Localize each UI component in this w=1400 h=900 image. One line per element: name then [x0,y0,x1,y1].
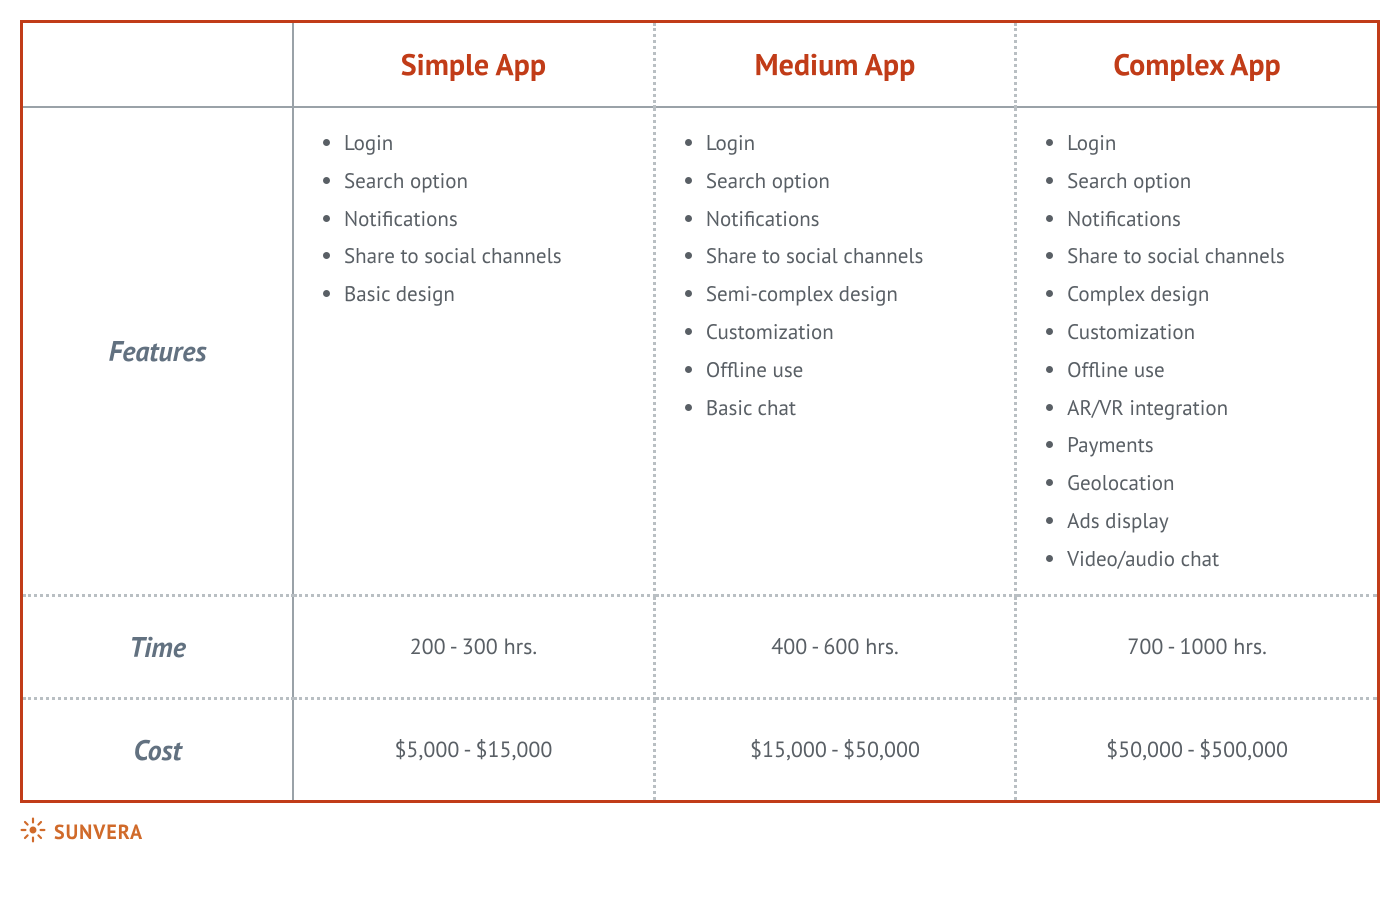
app-tier-table: Simple App Medium App Complex App Featur… [23,23,1377,800]
feature-list-complex: LoginSearch optionNotificationsShare to … [1045,124,1365,578]
list-item: Login [1067,124,1365,162]
list-item: Basic chat [706,389,1002,427]
row-cost: Cost $5,000 - $15,000 $15,000 - $50,000 … [23,698,1377,800]
cell-time-medium: 400 - 600 hrs. [654,595,1015,698]
list-item: Notifications [1067,200,1365,238]
list-item: Payments [1067,426,1365,464]
list-item: Share to social channels [1067,237,1365,275]
brand-name: SUNVERA [54,819,143,845]
cell-features-medium: LoginSearch optionNotificationsShare to … [654,107,1015,595]
comparison-table: Simple App Medium App Complex App Featur… [20,20,1380,803]
list-item: Notifications [344,200,641,238]
list-item: Login [344,124,641,162]
list-item: Login [706,124,1002,162]
cell-time-simple: 200 - 300 hrs. [293,595,654,698]
cell-cost-complex: $50,000 - $500,000 [1016,698,1377,800]
header-medium-app: Medium App [654,23,1015,107]
cell-cost-simple: $5,000 - $15,000 [293,698,654,800]
list-item: Ads display [1067,502,1365,540]
header-complex-app: Complex App [1016,23,1377,107]
row-label-cost: Cost [23,698,293,800]
list-item: Basic design [344,275,641,313]
list-item: Customization [1067,313,1365,351]
list-item: Share to social channels [344,237,641,275]
row-time: Time 200 - 300 hrs. 400 - 600 hrs. 700 -… [23,595,1377,698]
list-item: Complex design [1067,275,1365,313]
list-item: Share to social channels [706,237,1002,275]
list-item: Search option [344,162,641,200]
row-features: Features LoginSearch optionNotifications… [23,107,1377,595]
cell-time-complex: 700 - 1000 hrs. [1016,595,1377,698]
list-item: Offline use [706,351,1002,389]
cell-features-simple: LoginSearch optionNotificationsShare to … [293,107,654,595]
row-label-features: Features [23,107,293,595]
footer-logo: SUNVERA [20,817,1380,848]
list-item: Notifications [706,200,1002,238]
feature-list-medium: LoginSearch optionNotificationsShare to … [684,124,1002,426]
table-header-row: Simple App Medium App Complex App [23,23,1377,107]
cell-features-complex: LoginSearch optionNotificationsShare to … [1016,107,1377,595]
list-item: Geolocation [1067,464,1365,502]
feature-list-simple: LoginSearch optionNotificationsShare to … [322,124,641,313]
list-item: Customization [706,313,1002,351]
cell-cost-medium: $15,000 - $50,000 [654,698,1015,800]
list-item: Search option [706,162,1002,200]
list-item: AR/VR integration [1067,389,1365,427]
row-label-time: Time [23,595,293,698]
list-item: Offline use [1067,351,1365,389]
header-simple-app: Simple App [293,23,654,107]
sun-icon [20,817,46,848]
header-blank-cell [23,23,293,107]
list-item: Search option [1067,162,1365,200]
list-item: Semi-complex design [706,275,1002,313]
list-item: Video/audio chat [1067,540,1365,578]
